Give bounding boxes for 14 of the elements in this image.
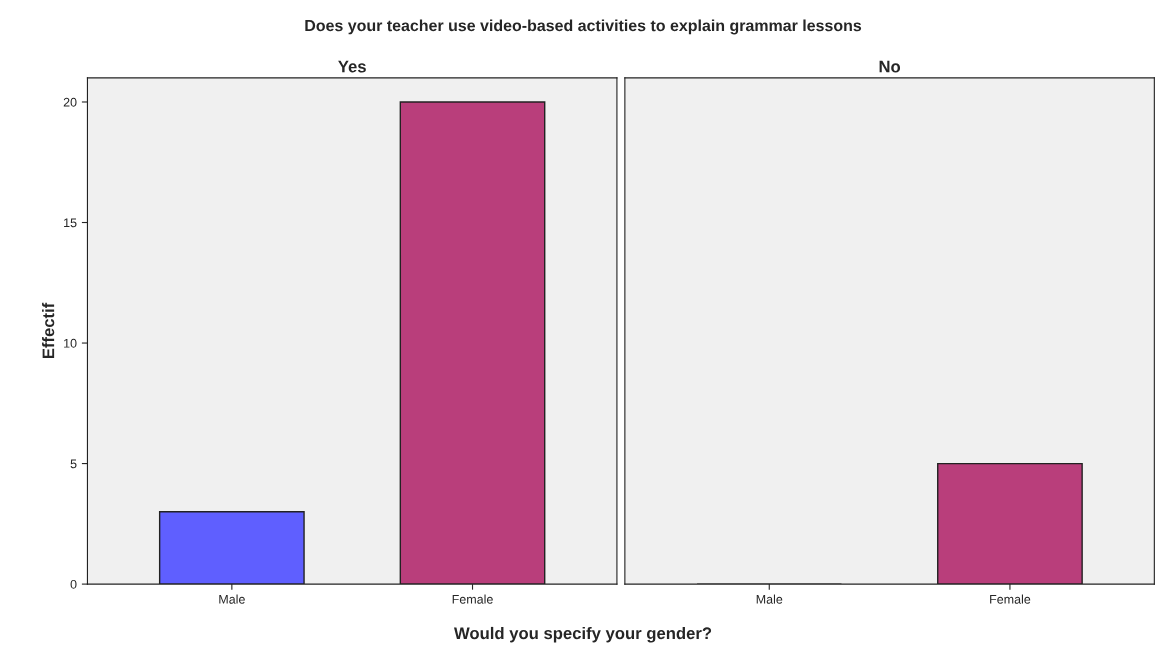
y-tick-label: 0 — [70, 579, 77, 589]
x-tick-label: Female — [452, 594, 493, 604]
chart-title: Does your teacher use video-based activities to explain grammar lessons — [305, 19, 862, 35]
y-axis-title: Effectif — [42, 302, 55, 359]
y-tick-label: 10 — [64, 338, 77, 348]
y-tick-label: 5 — [70, 459, 77, 469]
x-tick-label: Male — [219, 594, 245, 604]
chart-subtitle: No — [879, 60, 901, 73]
y-tick-label: 15 — [64, 218, 77, 228]
x-tick-label: Female — [990, 594, 1031, 604]
x-axis-title: Would you specify your gender? — [453, 626, 712, 643]
y-tick-label: 20 — [63, 97, 77, 107]
chart-subtitle: Yes — [338, 60, 366, 73]
x-tick-label: Male — [756, 594, 783, 604]
